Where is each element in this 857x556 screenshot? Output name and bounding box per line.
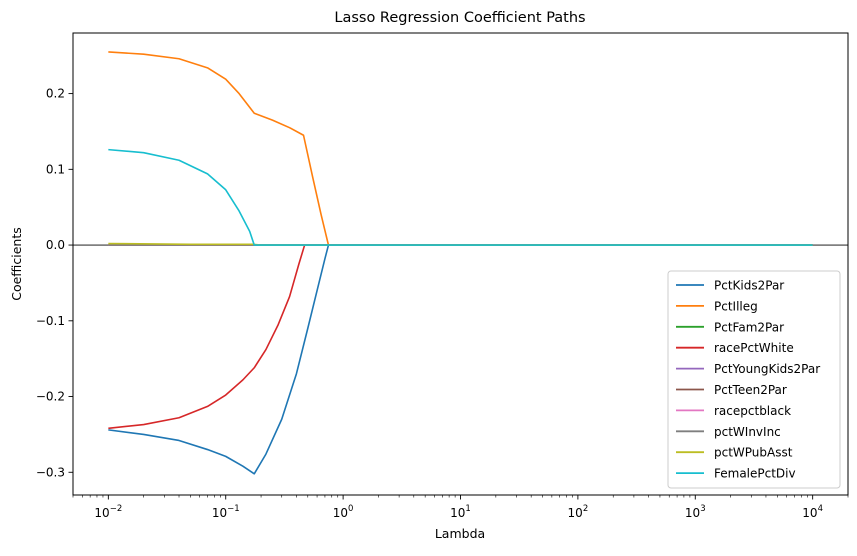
legend-label-5: PctTeen2Par xyxy=(714,383,787,397)
series-layer xyxy=(73,51,848,475)
y-tick-label-4: 0.1 xyxy=(46,162,65,176)
x-axis-label: Lambda xyxy=(435,526,485,541)
legend-box xyxy=(667,270,841,489)
legend-label-9: FemalePctDiv xyxy=(714,467,796,481)
legend-label-7: pctWInvInc xyxy=(714,425,781,439)
y-axis: −0.3 −0.2 −0.1 0.0 0.1 0.2 xyxy=(36,87,73,479)
y-tick-label-3: 0.0 xyxy=(46,238,65,252)
x-tick-label-4: 102 xyxy=(568,504,589,520)
legend-label-6: racepctblack xyxy=(714,404,791,418)
legend-label-4: PctYoungKids2Par xyxy=(714,362,820,376)
y-tick-label-5: 0.2 xyxy=(46,87,65,101)
x-tick-label-1: 10−1 xyxy=(212,504,240,520)
y-tick-label-1: −0.2 xyxy=(36,390,65,404)
series-line-0 xyxy=(108,244,813,475)
x-tick-label-6: 104 xyxy=(802,504,823,520)
legend-label-0: PctKids2Par xyxy=(714,279,784,293)
chart-title: Lasso Regression Coefficient Paths xyxy=(334,10,585,26)
series-line-9 xyxy=(108,148,813,246)
x-tick-label-0: 10−2 xyxy=(94,504,122,520)
legend: PctKids2Par PctIlleg PctFam2Par racePctWhit… xyxy=(667,270,841,489)
x-axis: 10−2 10−1 100 101 102 103 104 xyxy=(72,495,849,520)
y-tick-label-0: −0.3 xyxy=(36,465,65,479)
legend-label-8: pctWPubAsst xyxy=(714,446,793,460)
series-line-1 xyxy=(108,51,813,246)
series-line-3 xyxy=(108,244,813,430)
x-tick-label-2: 100 xyxy=(333,504,354,520)
x-tick-label-3: 101 xyxy=(450,504,471,520)
legend-label-1: PctIlleg xyxy=(714,299,758,313)
x-tick-label-5: 103 xyxy=(685,504,706,520)
y-tick-label-2: −0.1 xyxy=(36,314,65,328)
legend-label-3: racePctWhite xyxy=(714,341,794,355)
legend-label-2: PctFam2Par xyxy=(714,320,784,334)
y-axis-label: Coefficients xyxy=(9,227,24,301)
